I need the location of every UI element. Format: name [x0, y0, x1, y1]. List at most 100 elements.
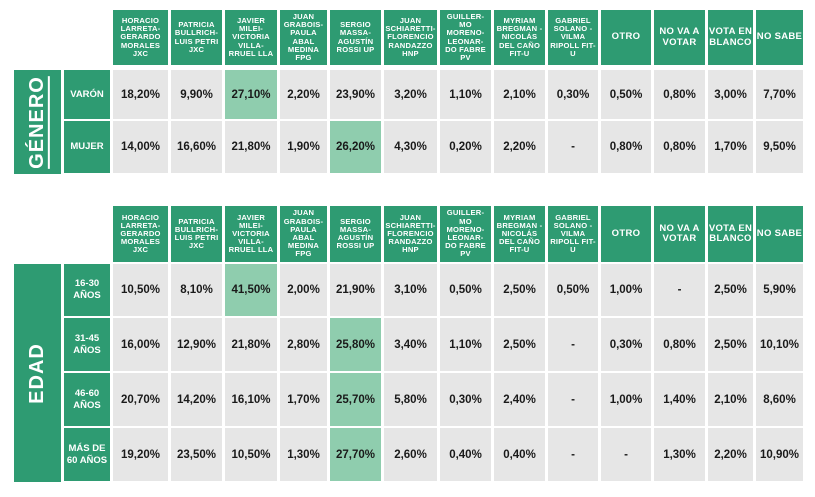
table-cell: - [548, 428, 598, 481]
table-cell: 2,60% [384, 428, 437, 481]
column-header: JUAN SCHIARETTI-FLORENCIO RANDAZZO HNP [384, 10, 437, 65]
table-cell: 1,30% [280, 428, 327, 481]
table-cell: - [548, 373, 598, 426]
table-cell: 2,20% [708, 428, 753, 481]
table-cell: 0,50% [548, 264, 598, 316]
table-cell: 19,20% [113, 428, 168, 481]
table-cell: 1,30% [654, 428, 705, 481]
column-header: OTRO [601, 206, 651, 262]
table-cell: 1,10% [440, 318, 491, 371]
column-header: OTRO [601, 10, 651, 65]
table-cell: 2,00% [280, 264, 327, 316]
table-cell: 3,00% [708, 70, 753, 119]
table-cell: 21,80% [225, 318, 277, 371]
table-cell: 10,50% [225, 428, 277, 481]
column-header: NO SABE [756, 206, 803, 262]
table-cell: 1,70% [280, 373, 327, 426]
row-label: MUJER [64, 121, 110, 173]
table-cell: 3,40% [384, 318, 437, 371]
column-header: JAVIER MILEI-VICTORIA VILLA-RRUEL LLA [225, 206, 277, 262]
table-cell: 8,60% [756, 373, 803, 426]
column-header: JAVIER MILEI-VICTORIA VILLA-RRUEL LLA [225, 10, 277, 65]
table-cell: 1,70% [708, 121, 753, 173]
column-header: NO VA A VOTAR [654, 10, 705, 65]
table-cell: - [548, 318, 598, 371]
table-cell: 18,20% [113, 70, 168, 119]
table-cell: 0,20% [440, 121, 491, 173]
table-cell: - [654, 264, 705, 316]
row-label: VARÓN [64, 70, 110, 119]
column-header: NO VA A VOTAR [654, 206, 705, 262]
table-cell: - [601, 428, 651, 481]
table-cell: 25,70% [330, 373, 381, 426]
table-cell: 14,00% [113, 121, 168, 173]
column-header: NO SABE [756, 10, 803, 65]
row-label: 16-30 AÑOS [64, 264, 110, 316]
row-label: 31-45 AÑOS [64, 318, 110, 371]
table-cell: 16,60% [171, 121, 222, 173]
table-cell: 41,50% [225, 264, 277, 316]
column-header: GUILLER-MO MORENO-LEONAR-DO FABRE PV [440, 206, 491, 262]
column-header: MYRIAM BREGMAN - NICOLÁS DEL CAÑO FIT-U [494, 206, 545, 262]
column-header: PATRICIA BULLRICH-LUIS PETRI JXC [171, 206, 222, 262]
table-cell: 21,90% [330, 264, 381, 316]
column-header: JUAN GRABOIS-PAULA ABAL MEDINA FPG [280, 206, 327, 262]
table-cell: 0,40% [494, 428, 545, 481]
table-cell: - [548, 121, 598, 173]
table-cell: 12,90% [171, 318, 222, 371]
table-cell: 1,00% [601, 373, 651, 426]
table-cell: 1,40% [654, 373, 705, 426]
section-label: GÉNERO [14, 70, 61, 174]
table-cell: 1,00% [601, 264, 651, 316]
table-cell: 9,90% [171, 70, 222, 119]
column-header: VOTA EN BLANCO [708, 10, 753, 65]
table-cell: 0,40% [440, 428, 491, 481]
table-cell: 2,50% [708, 318, 753, 371]
table-cell: 1,90% [280, 121, 327, 173]
table-cell: 2,50% [708, 264, 753, 316]
table-cell: 0,30% [601, 318, 651, 371]
table-cell: 3,20% [384, 70, 437, 119]
table-cell: 2,50% [494, 318, 545, 371]
row-label: MÁS DE 60 AÑOS [64, 428, 110, 481]
column-header: MYRIAM BREGMAN - NICOLÁS DEL CAÑO FIT-U [494, 10, 545, 65]
table-cell: 14,20% [171, 373, 222, 426]
column-header: JUAN GRABOIS-PAULA ABAL MEDINA FPG [280, 10, 327, 65]
table-cell: 16,00% [113, 318, 168, 371]
column-header: GUILLER-MO MORENO-LEONAR-DO FABRE PV [440, 10, 491, 65]
table-cell: 16,10% [225, 373, 277, 426]
table-cell: 3,10% [384, 264, 437, 316]
section-label: EDAD [14, 264, 61, 482]
row-label: 46-60 AÑOS [64, 373, 110, 426]
table-cell: 2,50% [494, 264, 545, 316]
table-cell: 0,80% [654, 70, 705, 119]
table-cell: 0,80% [654, 318, 705, 371]
table-cell: 2,20% [494, 121, 545, 173]
table-cell: 2,10% [494, 70, 545, 119]
table-cell: 5,90% [756, 264, 803, 316]
table-cell: 7,70% [756, 70, 803, 119]
table-cell: 1,10% [440, 70, 491, 119]
table-cell: 2,80% [280, 318, 327, 371]
table-cell: 27,70% [330, 428, 381, 481]
table-cell: 10,50% [113, 264, 168, 316]
table-cell: 26,20% [330, 121, 381, 173]
section-label-text: EDAD [26, 342, 49, 404]
column-header: SERGIO MASSA-AGUSTÍN ROSSI UP [330, 10, 381, 65]
column-header: VOTA EN BLANCO [708, 206, 753, 262]
table-cell: 2,10% [708, 373, 753, 426]
table-cell: 25,80% [330, 318, 381, 371]
table-cell: 0,30% [548, 70, 598, 119]
table-cell: 23,50% [171, 428, 222, 481]
column-header: GABRIEL SOLANO - VILMA RIPOLL FIT-U [548, 10, 598, 65]
table-cell: 0,80% [601, 121, 651, 173]
table-cell: 4,30% [384, 121, 437, 173]
section-label-text: GÉNERO [26, 75, 48, 169]
column-header: SERGIO MASSA-AGUSTÍN ROSSI UP [330, 206, 381, 262]
table-cell: 20,70% [113, 373, 168, 426]
table-cell: 10,90% [756, 428, 803, 481]
table-cell: 0,30% [440, 373, 491, 426]
table-cell: 0,50% [601, 70, 651, 119]
table-cell: 10,10% [756, 318, 803, 371]
column-header: HORACIO LARRETA-GERARDO MORALES JXC [113, 10, 168, 65]
